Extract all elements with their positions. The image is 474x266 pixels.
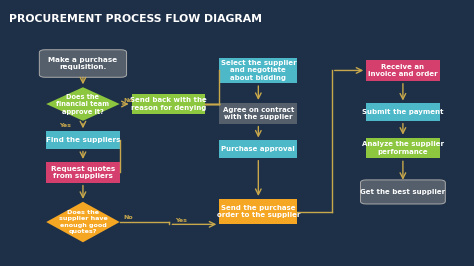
Text: Yes: Yes [175, 218, 187, 223]
Text: No: No [123, 98, 133, 103]
FancyBboxPatch shape [39, 50, 127, 77]
Text: Analyze the supplier
performance: Analyze the supplier performance [362, 141, 444, 155]
FancyBboxPatch shape [360, 180, 445, 204]
FancyBboxPatch shape [219, 58, 298, 83]
Text: Does the
financial team
approve it?: Does the financial team approve it? [56, 94, 109, 114]
FancyBboxPatch shape [46, 131, 119, 148]
Text: Does the
supplier have
enough good
quotes?: Does the supplier have enough good quote… [59, 210, 107, 234]
FancyBboxPatch shape [219, 199, 298, 224]
FancyBboxPatch shape [131, 94, 205, 114]
FancyBboxPatch shape [46, 162, 119, 183]
Text: Receive an
invoice and order: Receive an invoice and order [368, 64, 438, 77]
Text: Get the best supplier: Get the best supplier [360, 189, 446, 195]
Text: Submit the payment: Submit the payment [362, 109, 444, 115]
Text: Find the suppliers: Find the suppliers [46, 137, 120, 143]
Text: Select the supplier
and negotiate
about bidding: Select the supplier and negotiate about … [220, 60, 296, 81]
Polygon shape [46, 87, 119, 121]
Text: Send the purchase
order to the supplier: Send the purchase order to the supplier [217, 205, 300, 218]
Text: Request quotes
from suppliers: Request quotes from suppliers [51, 165, 115, 179]
Text: Make a purchase
requisition.: Make a purchase requisition. [48, 57, 118, 70]
Text: No: No [123, 215, 133, 220]
Text: Send back with the
reason for denying: Send back with the reason for denying [130, 97, 207, 111]
FancyBboxPatch shape [366, 60, 439, 81]
FancyBboxPatch shape [219, 103, 298, 124]
Text: Agree on contract
with the supplier: Agree on contract with the supplier [223, 106, 294, 120]
FancyBboxPatch shape [219, 140, 298, 158]
Text: Purchase approval: Purchase approval [221, 146, 295, 152]
Text: PROCUREMENT PROCESS FLOW DIAGRAM: PROCUREMENT PROCESS FLOW DIAGRAM [9, 14, 262, 24]
FancyBboxPatch shape [366, 138, 439, 158]
Polygon shape [46, 202, 119, 242]
FancyBboxPatch shape [366, 103, 439, 121]
Text: Yes: Yes [59, 123, 71, 128]
